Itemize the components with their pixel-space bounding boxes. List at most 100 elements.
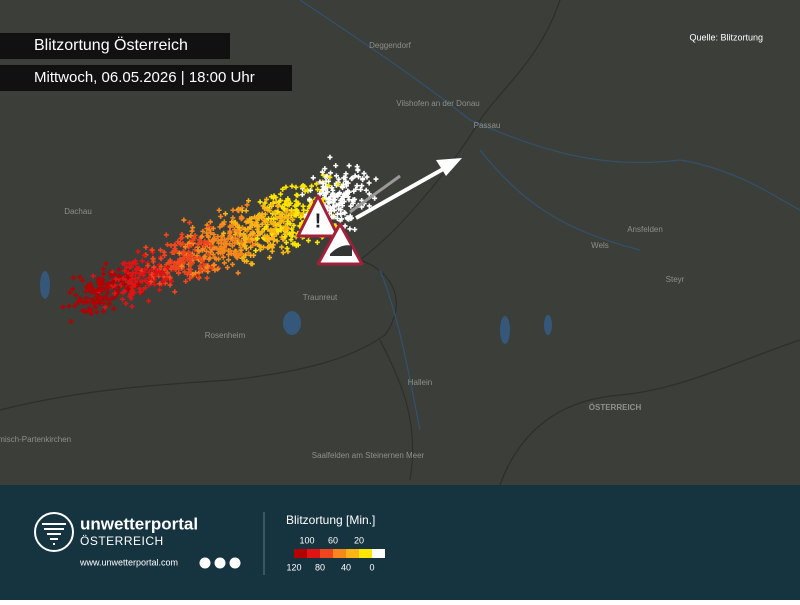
strike bbox=[211, 231, 217, 237]
strike bbox=[225, 236, 231, 242]
strike bbox=[338, 207, 344, 213]
strike bbox=[175, 239, 181, 245]
strike bbox=[310, 175, 316, 181]
strike bbox=[246, 250, 252, 256]
social-icons[interactable] bbox=[199, 557, 241, 569]
strike bbox=[262, 217, 268, 223]
strike bbox=[283, 214, 289, 220]
strike bbox=[269, 248, 275, 254]
place-label: Passau bbox=[474, 121, 501, 130]
strike bbox=[352, 173, 358, 179]
strike bbox=[224, 264, 230, 270]
strike bbox=[334, 192, 340, 198]
strike bbox=[175, 270, 181, 276]
strike bbox=[226, 252, 232, 258]
legend-label: 20 bbox=[354, 535, 364, 545]
strike bbox=[158, 263, 164, 269]
strike bbox=[68, 319, 74, 325]
strike bbox=[290, 230, 296, 236]
strike bbox=[309, 183, 315, 189]
strike bbox=[372, 195, 378, 201]
logo bbox=[34, 512, 74, 552]
strike bbox=[200, 247, 206, 253]
strike bbox=[331, 197, 337, 203]
rivers bbox=[299, 0, 800, 431]
strike bbox=[176, 265, 182, 271]
legend-label: 120 bbox=[286, 562, 301, 572]
place-label: Hallein bbox=[408, 378, 432, 387]
strike bbox=[319, 169, 325, 175]
strike bbox=[343, 171, 349, 177]
strike bbox=[275, 203, 281, 209]
strike bbox=[244, 202, 250, 208]
strike bbox=[252, 214, 258, 220]
strike bbox=[216, 247, 222, 253]
strike bbox=[299, 184, 305, 190]
strike bbox=[136, 281, 142, 287]
strike bbox=[119, 296, 125, 302]
strike bbox=[322, 166, 328, 172]
strike bbox=[188, 259, 194, 265]
strike bbox=[248, 224, 254, 230]
strike bbox=[247, 232, 253, 238]
strike bbox=[346, 163, 352, 169]
strike bbox=[145, 263, 151, 269]
strike bbox=[195, 241, 201, 247]
strike bbox=[269, 202, 275, 208]
strike bbox=[180, 241, 186, 246]
strike bbox=[246, 238, 252, 244]
place-label: Ansfelden bbox=[627, 225, 663, 234]
strike bbox=[94, 309, 100, 315]
strike bbox=[234, 228, 240, 234]
strike bbox=[333, 173, 339, 179]
strike bbox=[212, 255, 218, 261]
strike bbox=[292, 241, 298, 247]
strike bbox=[205, 240, 211, 246]
strike bbox=[88, 311, 94, 317]
strike bbox=[293, 211, 299, 217]
url[interactable]: www.unwetterportal.com bbox=[79, 557, 178, 567]
strike bbox=[193, 270, 199, 276]
strike bbox=[354, 164, 360, 170]
strike bbox=[100, 271, 106, 277]
strike bbox=[238, 245, 244, 251]
strike bbox=[259, 229, 265, 235]
strike bbox=[288, 237, 294, 243]
lakes bbox=[40, 271, 552, 344]
strike bbox=[171, 250, 177, 256]
strike bbox=[208, 243, 214, 249]
strike bbox=[151, 264, 157, 270]
strike bbox=[112, 271, 118, 277]
strike bbox=[187, 276, 193, 282]
strike bbox=[196, 275, 202, 281]
strike bbox=[181, 217, 187, 223]
strike bbox=[187, 220, 193, 226]
strike bbox=[360, 176, 366, 182]
strike bbox=[221, 230, 227, 236]
strike bbox=[167, 282, 173, 288]
strike bbox=[248, 216, 254, 222]
strike bbox=[149, 267, 155, 273]
strike bbox=[243, 208, 249, 214]
strike bbox=[333, 163, 339, 169]
strike bbox=[150, 259, 156, 265]
strike bbox=[334, 202, 340, 208]
strike bbox=[264, 206, 270, 212]
strike bbox=[267, 255, 273, 261]
strike bbox=[106, 284, 112, 290]
strike bbox=[130, 270, 136, 276]
strike bbox=[325, 199, 331, 205]
strike bbox=[273, 231, 279, 237]
strike bbox=[327, 154, 333, 160]
strike bbox=[346, 189, 352, 195]
strike bbox=[279, 204, 285, 210]
strike bbox=[356, 174, 362, 180]
strike bbox=[287, 200, 293, 206]
strike bbox=[125, 270, 131, 276]
strike bbox=[191, 235, 197, 241]
strike bbox=[233, 221, 239, 227]
strike bbox=[123, 276, 129, 282]
strike bbox=[320, 172, 326, 178]
strike bbox=[130, 287, 136, 293]
strike bbox=[157, 247, 163, 253]
